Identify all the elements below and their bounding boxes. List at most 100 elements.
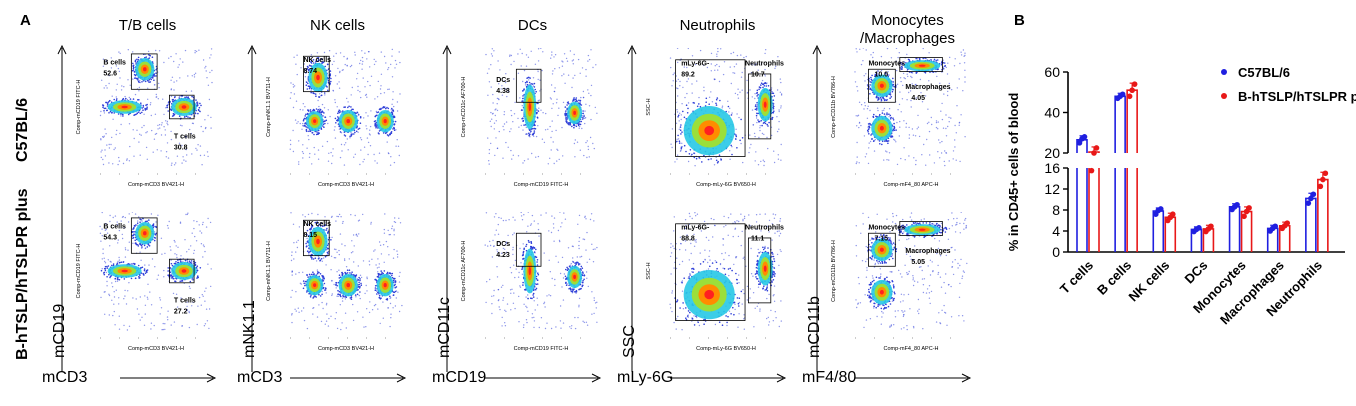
gate-name: mLy-6G- <box>681 224 710 231</box>
gate-value: 7.15 <box>874 235 888 242</box>
y-axis-label: mNK1.1 <box>241 300 258 358</box>
x-tick-label: T cells <box>1057 258 1096 297</box>
flow-column-2: DCs mCD11c mCD19 DCs 4.38 Comp-mCD19 FITC-H Co… <box>432 0 625 406</box>
bar <box>1317 178 1329 252</box>
gate-value: 10.7 <box>751 71 765 78</box>
small-y-label: SSC-H <box>646 262 652 279</box>
data-point <box>1126 93 1133 100</box>
y-tick-label: 12 <box>1044 181 1060 197</box>
y-tick-label: 16 <box>1044 160 1060 176</box>
data-point <box>1208 223 1214 230</box>
small-x-label: Comp-mLy-6G BV650-H <box>696 346 756 352</box>
small-x-label: Comp-mCD19 FITC-H <box>514 346 569 352</box>
flow-plot: Monocytes 7.15 Macrophages 5.05 Comp-mF4_80 … <box>831 212 968 352</box>
small-x-label: Comp-mCD3 BV421-H <box>318 346 374 352</box>
flow-plot: B cells 52.6 T cells 30.8 Comp-mCD3 BV421-H C… <box>76 48 213 188</box>
axis-arrows <box>627 44 787 383</box>
gate-name: NK cells <box>303 221 331 228</box>
data-point <box>1076 140 1083 146</box>
column-title: T/B cells <box>118 17 177 34</box>
data-point <box>1129 87 1135 94</box>
column-title-line: /Macrophages <box>859 30 956 47</box>
data-point <box>1131 81 1138 87</box>
gate-name: Neutrophils <box>745 60 784 67</box>
y-tick-label: 20 <box>1044 145 1060 161</box>
bar <box>1126 168 1138 252</box>
data-point <box>1088 167 1095 174</box>
small-y-label: Comp-mCD11b BV786-H <box>831 240 837 302</box>
gate-value: 5.05 <box>911 259 925 266</box>
legend-marker <box>1221 69 1227 75</box>
data-point <box>1119 91 1126 98</box>
gate-name: T cells <box>174 134 196 141</box>
gate-name: Monocytes <box>868 224 905 231</box>
gate-value: 8.15 <box>303 232 317 239</box>
gate-box <box>303 55 330 93</box>
gate-value: 54.3 <box>103 234 117 241</box>
x-axis-label: mF4/80 <box>802 369 857 386</box>
flow-plot: DCs 4.23 Comp-mCD19 FITC-H Comp-mCD11c AF70… <box>461 212 598 352</box>
axis-arrows <box>247 44 407 383</box>
column-title: DCs <box>517 17 548 34</box>
flow-plot: NK cells 8.15 Comp-mCD3 BV421-H Comp-mNK1.1… <box>266 212 403 352</box>
axis-arrows <box>442 44 602 383</box>
column-title: NK cells <box>309 17 365 34</box>
gate-value: 30.8 <box>174 145 188 152</box>
gate-name: Monocytes <box>868 60 905 67</box>
gate-box <box>748 73 772 140</box>
column-title-line: Monocytes <box>871 12 944 29</box>
x-axis-label: mLy-6G <box>617 369 674 386</box>
bar <box>1076 168 1088 252</box>
bar <box>1228 206 1241 252</box>
y-tick-label: 4 <box>1052 223 1060 239</box>
flow-column-3: Neutrophils SSC mLy-6G mLy-6G- 89.2 Neutrophi… <box>617 0 810 406</box>
column-title: Monocytes/Macrophages <box>815 12 1000 48</box>
small-y-label: Comp-mCD11c AF700-H <box>461 77 467 138</box>
flow-plot: B cells 54.3 T cells 27.2 Comp-mCD3 BV421-H C… <box>76 212 212 352</box>
gate-box <box>675 223 746 321</box>
gate-box <box>675 59 746 157</box>
y-axis-label: SSC <box>621 325 638 358</box>
small-y-label: Comp-mCD11b BV786-H <box>831 76 837 138</box>
gate-name: Macrophages <box>905 248 950 255</box>
flow-plot: DCs 4.38 Comp-mCD19 FITC-H Comp-mCD11c AF70… <box>461 48 598 188</box>
legend-marker <box>1221 93 1227 99</box>
panel-b-bar-chart: B 20 40 60 0 4 8 12 16 % in CD45+ cells of blood… <box>1000 0 1356 406</box>
legend-label: C57BL/6 <box>1238 65 1290 80</box>
legend-label: B-hTSLP/hTSLPR plus <box>1238 89 1356 104</box>
flow-column-0: T/B cells mCD19 mCD3 B cells 52.6 T cells 30.8… <box>42 0 240 406</box>
gate-name: T cells <box>174 298 196 305</box>
gate-value: 4.38 <box>496 88 510 95</box>
gate-box <box>868 68 896 103</box>
data-point <box>1091 150 1097 156</box>
x-tick-label: DCs <box>1182 258 1211 287</box>
gate-value: 4.05 <box>911 95 925 102</box>
data-point <box>1310 191 1317 198</box>
y-axis-title: % in CD45+ cells of blood <box>1006 93 1021 252</box>
gate-box <box>515 68 542 103</box>
gate-name: DCs <box>496 77 510 84</box>
data-point <box>1081 134 1088 140</box>
gate-box <box>169 258 195 284</box>
small-y-label: Comp-mNK1.1 BV711-H <box>266 241 272 301</box>
data-point <box>1308 195 1314 202</box>
panel-b-letter: B <box>1014 12 1025 29</box>
gate-value: 88.8 <box>681 235 695 242</box>
gate-name: B cells <box>103 59 126 66</box>
flow-plot: NK cells 8.74 Comp-mCD3 BV421-H Comp-mNK1.1… <box>266 48 402 188</box>
x-tick-label: NK cells <box>1126 258 1173 305</box>
bar-chart-svg: 20 40 60 0 4 8 12 16 % in CD45+ cells of blood T … <box>1006 64 1356 327</box>
axis-arrows <box>812 44 972 383</box>
row-label-c57: C57BL/6 <box>14 97 31 162</box>
bar <box>1126 89 1138 153</box>
y-tick-label: 40 <box>1044 105 1060 121</box>
x-axis-label: mCD3 <box>237 369 283 386</box>
gate-value: 4.23 <box>496 252 510 259</box>
small-y-label: SSC-H <box>646 98 652 115</box>
small-y-label: Comp-mCD19 FITC-H <box>76 80 82 135</box>
panel-a-flow-cytometry: A C57BL/6 B-hTSLP/hTSLPR plus T/B cells m… <box>14 0 1000 406</box>
data-point <box>1093 145 1100 151</box>
y-axis-label: mCD19 <box>51 303 68 358</box>
gate-name: Macrophages <box>905 84 950 91</box>
bar <box>1114 95 1126 153</box>
